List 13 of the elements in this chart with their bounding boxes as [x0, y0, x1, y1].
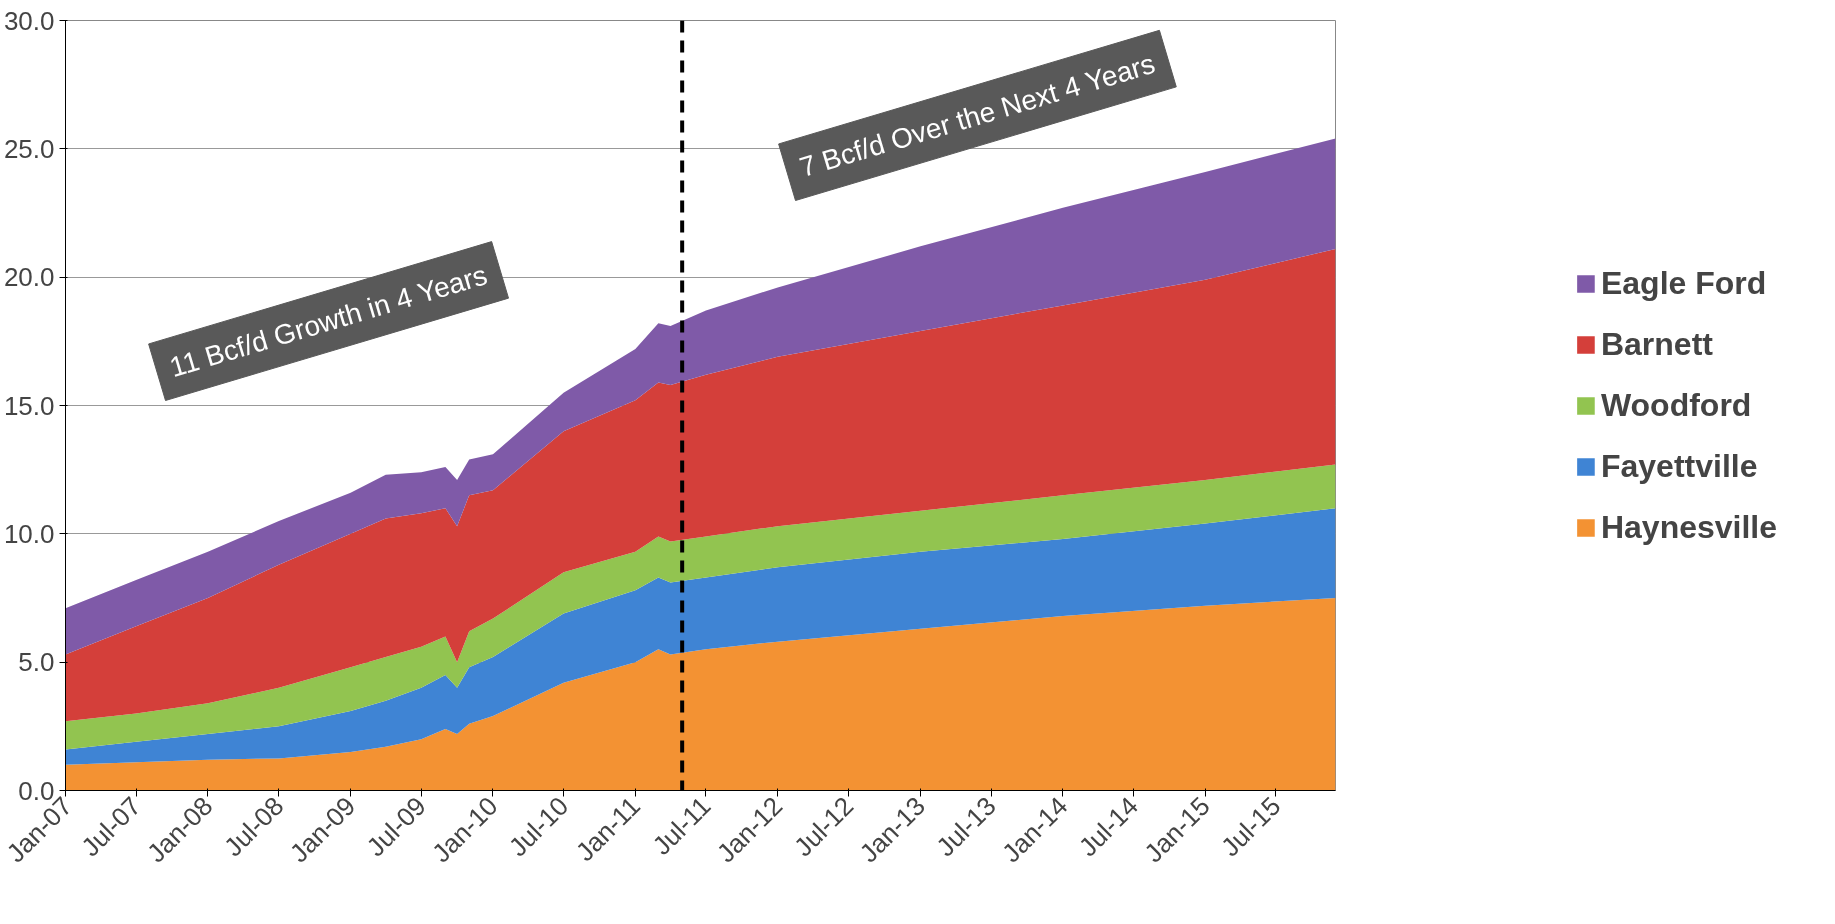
legend-label: Haynesville	[1600, 508, 1778, 546]
y-tick-label: 15.0	[3, 390, 55, 421]
y-tick-label: 20.0	[3, 262, 55, 293]
annotation: 7 Bcf/d Over the Next 4 Years	[796, 47, 1159, 184]
legend-label: Barnett	[1600, 325, 1713, 363]
annotation: 11 Bcf/d Growth in 4 Years	[166, 259, 491, 384]
y-tick-label: 5.0	[18, 647, 55, 678]
legend-label: Fayettville	[1600, 447, 1758, 485]
y-tick-label: 10.0	[3, 518, 55, 549]
y-tick-label: 25.0	[3, 133, 55, 164]
y-tick-label: 30.0	[3, 5, 55, 36]
legend-label: Woodford	[1600, 386, 1752, 424]
legend-label: Eagle Ford	[1600, 264, 1767, 302]
